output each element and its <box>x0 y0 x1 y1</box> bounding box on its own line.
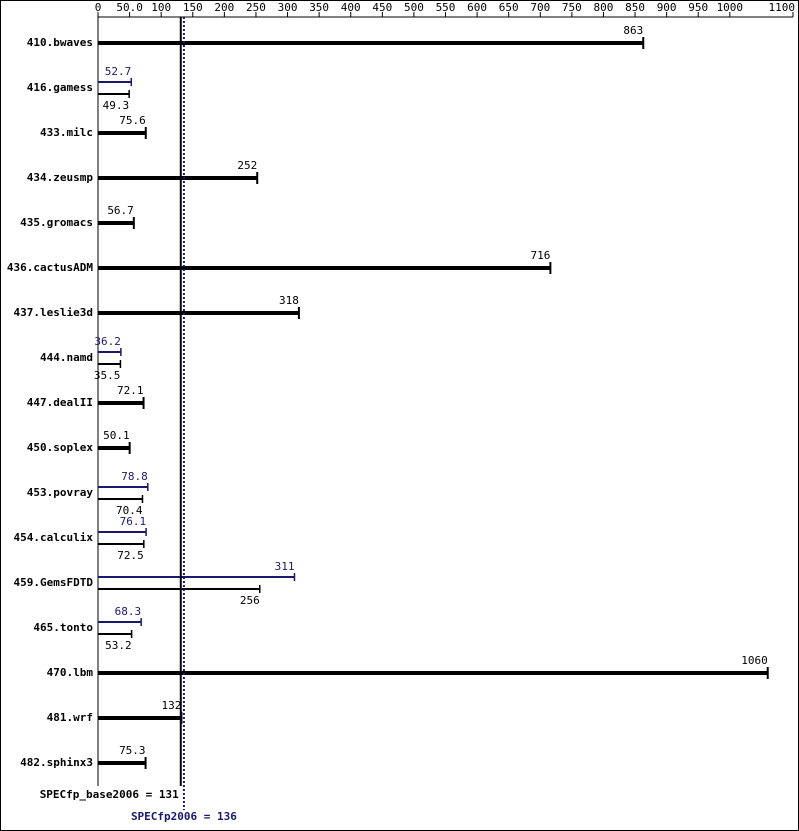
value-label: 311 <box>275 560 295 573</box>
x-tick-label: 100 <box>151 1 171 14</box>
category-label: 481.wrf <box>47 711 93 724</box>
value-label: 78.8 <box>121 470 148 483</box>
value-label: 132 <box>162 699 182 712</box>
x-tick-label: 900 <box>657 1 677 14</box>
category-label: 459.GemsFDTD <box>14 576 94 589</box>
x-tick-label: 350 <box>309 1 329 14</box>
category-label: 450.soplex <box>27 441 94 454</box>
category-label: 410.bwaves <box>27 36 93 49</box>
value-label: 256 <box>240 594 260 607</box>
value-label: 252 <box>237 159 257 172</box>
value-label: 56.7 <box>107 204 134 217</box>
value-label: 863 <box>623 24 643 37</box>
category-label: 453.povray <box>27 486 94 499</box>
base-mean-label: SPECfp_base2006 = 131 <box>40 788 179 801</box>
x-tick-label: 800 <box>594 1 614 14</box>
peak-mean-label: SPECfp2006 = 136 <box>131 810 237 823</box>
category-label: 435.gromacs <box>20 216 93 229</box>
value-label: 70.4 <box>116 504 143 517</box>
category-label: 433.milc <box>40 126 93 139</box>
value-label: 53.2 <box>105 639 132 652</box>
value-label: 75.3 <box>119 744 146 757</box>
x-tick-label: 650 <box>499 1 519 14</box>
category-label: 437.leslie3d <box>14 306 93 319</box>
x-tick-label: 300 <box>278 1 298 14</box>
category-label: 434.zeusmp <box>27 171 94 184</box>
x-tick-label: 1100 <box>769 1 796 14</box>
category-label: 482.sphinx3 <box>20 756 93 769</box>
value-label: 36.2 <box>94 335 121 348</box>
x-tick-label: 500 <box>404 1 424 14</box>
value-label: 68.3 <box>115 605 142 618</box>
category-label: 454.calculix <box>14 531 94 544</box>
category-label: 470.lbm <box>47 666 94 679</box>
x-tick-label: 50.0 <box>116 1 143 14</box>
category-label: 444.namd <box>40 351 93 364</box>
category-label: 436.cactusADM <box>7 261 93 274</box>
value-label: 318 <box>279 294 299 307</box>
value-label: 49.3 <box>103 99 130 112</box>
value-label: 72.1 <box>117 384 144 397</box>
x-tick-label: 1000 <box>717 1 744 14</box>
x-tick-label: 600 <box>467 1 487 14</box>
category-label: 447.dealII <box>27 396 93 409</box>
x-tick-label: 250 <box>246 1 266 14</box>
value-label: 52.7 <box>105 65 132 78</box>
value-label: 72.5 <box>117 549 144 562</box>
value-label: 1060 <box>741 654 768 667</box>
value-label: 76.1 <box>120 515 147 528</box>
value-label: 50.1 <box>103 429 130 442</box>
value-label: 35.5 <box>94 369 121 382</box>
x-tick-label: 750 <box>562 1 582 14</box>
x-tick-label: 0 <box>95 1 102 14</box>
value-label: 716 <box>531 249 551 262</box>
value-label: 75.6 <box>119 114 146 127</box>
x-tick-label: 150 <box>183 1 203 14</box>
category-label: 465.tonto <box>33 621 93 634</box>
x-tick-label: 700 <box>530 1 550 14</box>
x-tick-label: 200 <box>214 1 234 14</box>
x-tick-label: 450 <box>372 1 392 14</box>
x-tick-label: 550 <box>436 1 456 14</box>
x-tick-label: 400 <box>341 1 361 14</box>
x-tick-label: 850 <box>625 1 645 14</box>
x-tick-label: 950 <box>688 1 708 14</box>
category-label: 416.gamess <box>27 81 93 94</box>
